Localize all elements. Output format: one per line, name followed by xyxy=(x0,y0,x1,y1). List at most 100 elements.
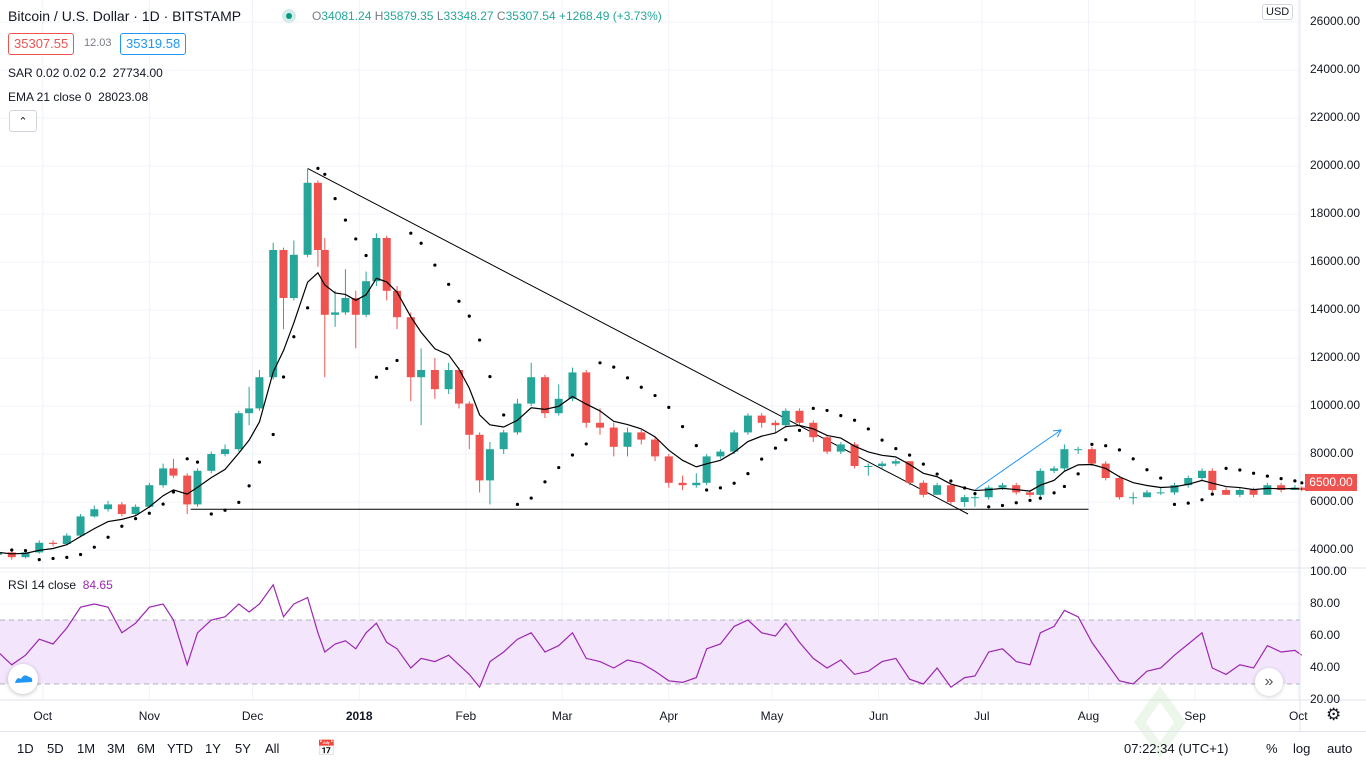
candle xyxy=(221,444,230,457)
auto-toggle[interactable]: auto xyxy=(1327,741,1353,756)
range-button-5d[interactable]: 5D xyxy=(47,741,64,756)
symbol-title[interactable]: Bitcoin / U.S. Dollar · 1D · BITSTAMP xyxy=(8,8,242,24)
buy-button[interactable]: 35319.58 xyxy=(120,33,187,55)
ema-value: 28023.08 xyxy=(98,90,149,104)
sar-dot xyxy=(374,375,378,379)
sar-dot xyxy=(1252,471,1256,475)
candle-body xyxy=(454,370,463,404)
sell-button[interactable]: 35307.55 xyxy=(8,33,75,55)
sar-dot xyxy=(746,472,750,476)
chevron-up-icon[interactable]: ⌃ xyxy=(9,110,37,132)
candle xyxy=(1170,482,1179,495)
rsi-legend[interactable]: RSI 14 close 84.65 xyxy=(8,578,113,592)
market-status-icon[interactable] xyxy=(282,9,296,23)
price-tick-label: 16000.00 xyxy=(1310,254,1361,268)
sar-dot xyxy=(839,414,843,418)
candle xyxy=(836,442,845,454)
candle-body xyxy=(540,377,549,414)
rsi-tick-label: 40.00 xyxy=(1310,660,1341,674)
sar-dot xyxy=(852,418,857,422)
candle xyxy=(331,290,340,327)
candle xyxy=(76,514,85,537)
candle xyxy=(255,370,264,411)
sar-dot xyxy=(825,408,829,413)
sar-dot xyxy=(1293,479,1297,483)
candle xyxy=(946,484,955,505)
range-button-all[interactable]: All xyxy=(265,741,280,756)
candle-body xyxy=(169,468,178,476)
open-label: O xyxy=(312,9,322,23)
price-chart[interactable] xyxy=(0,0,1366,731)
candle-body xyxy=(372,238,381,282)
sar-legend[interactable]: SAR 0.02 0.02 0.2 27734.00 xyxy=(8,66,163,80)
scroll-to-realtime-icon[interactable]: » xyxy=(1255,668,1283,696)
bottom-toolbar: 1D 5D 1M 3M 6M YTD 1Y 5Y All 📅 07:22:34 (UTC+1) … xyxy=(0,731,1366,768)
grid xyxy=(0,0,1300,701)
candle-body xyxy=(823,437,832,452)
candle-body xyxy=(891,461,900,464)
candle-body xyxy=(609,427,618,447)
sar-dot xyxy=(171,490,176,494)
candle xyxy=(678,475,687,490)
sar-dot xyxy=(515,502,520,506)
tradingview-logo-icon[interactable] xyxy=(8,664,38,694)
range-button-1m[interactable]: 1M xyxy=(77,741,96,756)
sar-dot xyxy=(457,299,461,303)
candle-body xyxy=(406,317,415,378)
range-button-3m[interactable]: 3M xyxy=(107,741,126,756)
candle-body xyxy=(946,485,955,502)
currency-label[interactable]: USD xyxy=(1262,4,1294,20)
sar-dot xyxy=(209,512,213,516)
sar-dot xyxy=(1186,501,1190,505)
candle-body xyxy=(1012,485,1021,493)
sar-dot xyxy=(92,545,96,549)
range-button-ytd[interactable]: YTD xyxy=(167,741,193,756)
open-value: 34081.24 xyxy=(321,9,372,23)
sar-dot xyxy=(949,479,953,483)
sar-dot xyxy=(612,365,616,369)
sar-dot xyxy=(419,241,423,245)
low-label: L xyxy=(436,9,444,23)
sar-dot xyxy=(478,338,482,342)
percent-toggle[interactable]: % xyxy=(1266,741,1278,756)
high-label: H xyxy=(374,9,384,23)
candle xyxy=(341,269,350,315)
sar-dot xyxy=(680,425,685,429)
clock[interactable]: 07:22:34 (UTC+1) xyxy=(1124,741,1229,756)
range-button-6m[interactable]: 6M xyxy=(137,741,156,756)
candle xyxy=(303,168,312,258)
arrow-head xyxy=(1052,429,1062,438)
candle xyxy=(62,533,71,546)
candle xyxy=(417,348,426,426)
sar-dot xyxy=(395,358,399,363)
ema-legend[interactable]: EMA 21 close 0 28023.08 xyxy=(8,90,148,104)
candle-body xyxy=(0,552,2,555)
time-tick-label: Nov xyxy=(138,709,161,723)
price-tick-label: 26000.00 xyxy=(1310,14,1361,28)
log-toggle[interactable]: log xyxy=(1293,741,1311,756)
price-tick-label: 14000.00 xyxy=(1310,302,1361,316)
candle xyxy=(1101,461,1110,481)
candle-body xyxy=(131,506,140,514)
sar-dot xyxy=(1145,468,1149,472)
gear-icon[interactable]: ⚙ xyxy=(1326,705,1342,724)
range-button-5y[interactable]: 5Y xyxy=(235,741,251,756)
candle-body xyxy=(1129,497,1138,499)
candle-body xyxy=(1115,478,1124,498)
candle xyxy=(823,434,832,454)
sar-dot xyxy=(10,548,14,552)
sar-dot xyxy=(570,453,575,457)
candle xyxy=(1074,446,1083,454)
sar-dot xyxy=(1224,466,1228,470)
candle xyxy=(1087,446,1096,466)
sar-dot xyxy=(598,361,602,365)
sar-dot xyxy=(385,366,389,371)
time-tick-label: May xyxy=(760,709,784,723)
sar-dot xyxy=(488,375,492,379)
range-button-1y[interactable]: 1Y xyxy=(205,741,221,756)
candle xyxy=(664,454,673,488)
range-button-1d[interactable]: 1D xyxy=(17,741,34,756)
candle-body xyxy=(1156,492,1165,494)
calendar-goto-icon[interactable]: 📅 xyxy=(317,740,336,757)
sar-dot xyxy=(1038,496,1042,500)
